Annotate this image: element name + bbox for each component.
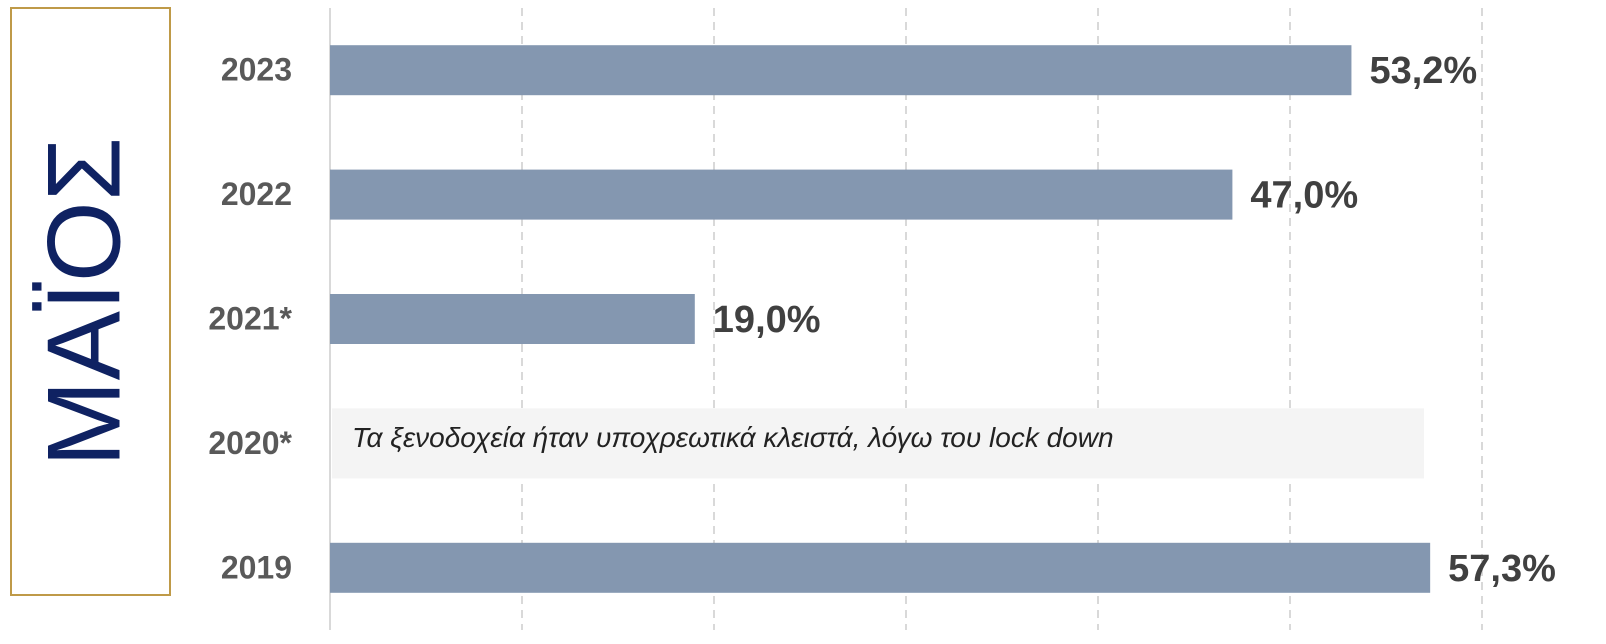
- bar: [330, 294, 695, 344]
- side-label: ΜΑΪΟΣ: [26, 137, 142, 467]
- value-label: 53,2%: [1369, 50, 1477, 92]
- bar: [330, 45, 1352, 96]
- y-tick-label: 2021*: [208, 300, 292, 336]
- y-tick-label: 2022: [221, 176, 292, 212]
- y-tick-label: 2019: [221, 549, 292, 585]
- bar: [330, 169, 1233, 220]
- side-frame: [10, 7, 171, 596]
- annotation: Τα ξενοδοχεία ήταν υποχρεωτικά κλειστά, …: [352, 422, 1114, 453]
- y-tick-label: 2023: [221, 52, 292, 88]
- value-label: 57,3%: [1448, 548, 1556, 590]
- y-tick-label: 2020*: [208, 425, 292, 461]
- annotation-box: [332, 408, 1424, 479]
- value-label: 47,0%: [1250, 175, 1358, 217]
- bar: [330, 542, 1431, 593]
- value-label: 19,0%: [713, 299, 821, 341]
